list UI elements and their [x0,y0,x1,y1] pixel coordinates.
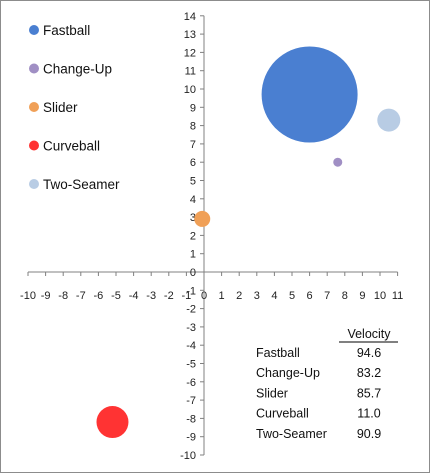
x-tick-label: 0 [201,290,207,302]
legend-label: Slider [43,100,78,115]
legend-marker [29,25,39,35]
x-tick-label: -1 [182,290,192,302]
x-tick-label: -8 [58,290,68,302]
table-row-value: 85.7 [357,386,381,400]
y-tick-label: -9 [186,432,196,444]
x-tick-label: -2 [164,290,174,302]
y-tick-label: 9 [190,102,196,114]
bubble-curveball [96,406,129,439]
y-tick-label: 0 [190,267,196,279]
y-tick-label: 2 [190,230,196,242]
legend-label: Fastball [43,23,90,38]
x-tick-label: -4 [129,290,139,302]
x-tick-label: -7 [76,290,86,302]
x-tick-label: 2 [236,290,242,302]
bubble-fastball [261,46,358,143]
x-tick-label: -10 [20,290,36,302]
y-tick-label: 6 [190,157,196,169]
x-tick-label: 4 [271,290,277,302]
y-tick-label: -4 [186,340,196,352]
bubble-change-up [333,157,343,167]
x-tick-label: 8 [342,290,348,302]
table-row-value: 94.6 [357,346,381,360]
table-row-value: 83.2 [357,366,381,380]
bubble-slider [194,210,211,227]
x-tick-label: 11 [392,290,403,302]
y-tick-label: 13 [184,29,196,41]
table-row-label: Two-Seamer [256,427,327,441]
x-tick-label: -9 [41,290,51,302]
table-row-value: 11.0 [357,407,380,421]
x-tick-label: -3 [146,290,156,302]
x-tick-label: 5 [289,290,295,302]
y-tick-label: 14 [184,11,196,23]
legend-label: Two-Seamer [43,177,120,192]
bubbles [96,46,401,439]
x-tick-label: -5 [111,290,121,302]
x-tick-label: -6 [94,290,104,302]
y-tick-label: -5 [186,359,196,371]
x-tick-label: 9 [359,290,365,302]
y-tick-label: 11 [185,66,196,78]
x-tick-label: 10 [374,290,386,302]
legend-marker [29,102,39,112]
table-row-label: Curveball [256,407,309,421]
y-tick-label: 10 [184,84,196,96]
y-tick-label: 4 [190,194,196,206]
table-row-label: Change-Up [256,366,320,380]
axes: -10 -9 -8 -7 -6 -5 -4 -3 -2 -1 0 1 2 3 4 5 6 7 8 9 10 1114131… [20,11,403,462]
y-tick-label: 12 [184,47,196,59]
legend-marker [29,63,39,74]
y-tick-label: -7 [186,395,196,407]
y-tick-label: 5 [190,176,196,188]
legend-label: Curveball [43,139,100,154]
table-header: Velocity [347,327,391,341]
legend-marker [29,179,39,189]
x-tick-label: 1 [219,290,225,302]
legend-label: Change-Up [43,62,112,77]
legend: Fastball Change-Up Slider Curveball Two-Seam… [29,23,120,192]
y-tick-label: -8 [186,413,196,425]
y-tick-label: 7 [190,139,196,151]
table-row-value: 90.9 [357,427,381,441]
y-tick-label: -6 [186,377,196,389]
legend-marker [29,140,39,151]
velocity-table: Velocity Fastball 94.6 Change-Up 83.2 Slider… [256,327,398,441]
y-tick-label: -3 [186,322,196,334]
y-tick-label: 8 [190,121,196,133]
x-tick-label: 7 [324,290,330,302]
y-tick-label: -2 [186,304,196,316]
x-tick-label: 6 [307,290,313,302]
table-row-label: Slider [256,386,288,400]
y-tick-label: -1 [186,285,196,297]
table-row-label: Fastball [256,346,300,360]
x-tick-label: 3 [254,290,260,302]
y-tick-label: 3 [190,212,196,224]
bubble-two-seamer [377,108,401,132]
y-tick-label: 1 [190,249,196,261]
y-tick-label: -10 [180,450,196,462]
